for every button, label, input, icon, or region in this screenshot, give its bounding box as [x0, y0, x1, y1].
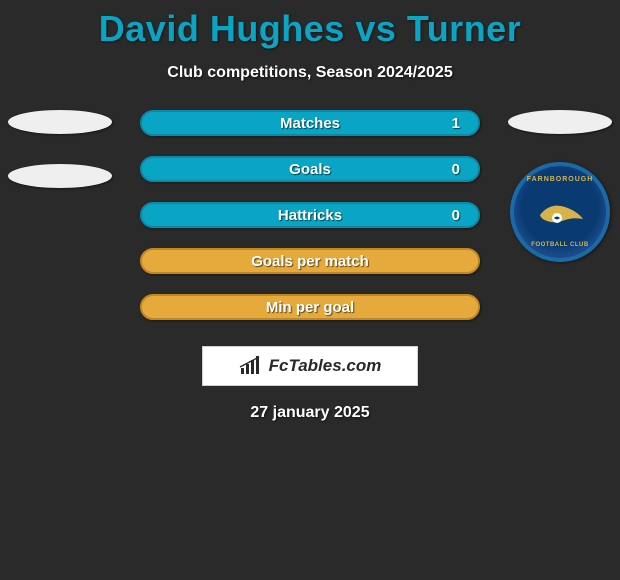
- stat-bar-min-per-goal: Min per goal: [140, 294, 480, 320]
- content-area: FARNBOROUGH FOOTBALL CLUB Matches 1 Goal…: [0, 110, 620, 422]
- stat-bar-goals-per-match: Goals per match: [140, 248, 480, 274]
- stat-label: Goals: [289, 161, 331, 178]
- stats-bars: Matches 1 Goals 0 Hattricks 0 Goals per …: [140, 110, 480, 320]
- subtitle: Club competitions, Season 2024/2025: [0, 64, 620, 82]
- badge-top-text: FARNBOROUGH: [527, 176, 594, 183]
- stat-label: Hattricks: [278, 207, 342, 224]
- club-badge: FARNBOROUGH FOOTBALL CLUB: [510, 162, 610, 262]
- stat-label: Min per goal: [266, 299, 354, 316]
- player-placeholder-ellipse: [8, 110, 112, 134]
- stat-label: Matches: [280, 115, 340, 132]
- fctables-logo-box: FcTables.com: [202, 346, 418, 386]
- bar-chart-icon: [239, 356, 263, 376]
- badge-bottom-text: FOOTBALL CLUB: [531, 242, 588, 248]
- left-player-column: [0, 110, 120, 218]
- player-placeholder-ellipse: [508, 110, 612, 134]
- stat-value: 0: [452, 207, 460, 224]
- stat-label: Goals per match: [251, 253, 369, 270]
- page-title: David Hughes vs Turner: [0, 0, 620, 50]
- right-player-column: FARNBOROUGH FOOTBALL CLUB: [500, 110, 620, 262]
- stat-bar-matches: Matches 1: [140, 110, 480, 136]
- stat-bar-hattricks: Hattricks 0: [140, 202, 480, 228]
- stat-value: 1: [452, 115, 460, 132]
- player-placeholder-ellipse: [8, 164, 112, 188]
- stat-value: 0: [452, 161, 460, 178]
- stat-bar-goals: Goals 0: [140, 156, 480, 182]
- logo-text: FcTables.com: [269, 356, 382, 376]
- eagle-icon: [535, 197, 585, 227]
- date-text: 27 january 2025: [0, 404, 620, 422]
